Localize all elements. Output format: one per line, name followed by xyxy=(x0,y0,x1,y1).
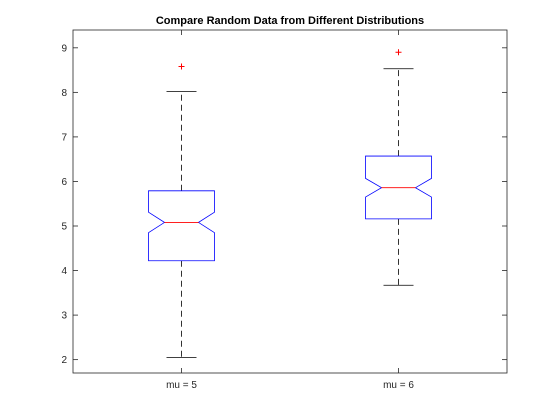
y-tick-label: 9 xyxy=(61,43,67,54)
y-tick-label: 6 xyxy=(61,177,67,188)
y-tick-label: 2 xyxy=(61,355,67,366)
y-tick-label: 4 xyxy=(61,266,67,277)
chart-title: Compare Random Data from Different Distr… xyxy=(156,15,424,27)
notched-box xyxy=(148,190,215,262)
plot-area: 2 3 4 5 6 7 8 9 mu = 5 mu = 6 xyxy=(61,29,508,391)
y-tick-label: 5 xyxy=(61,222,67,233)
y-tick-label: 7 xyxy=(61,132,67,143)
y-tick-label: 8 xyxy=(61,88,67,99)
y-tick-label: 3 xyxy=(61,311,67,322)
outlier-marker xyxy=(395,49,402,56)
axes-frame xyxy=(72,29,508,374)
outlier-marker xyxy=(178,63,185,70)
x-tick-label: mu = 6 xyxy=(383,380,414,391)
notched-box xyxy=(365,155,432,220)
x-tick-label: mu = 5 xyxy=(166,380,197,391)
